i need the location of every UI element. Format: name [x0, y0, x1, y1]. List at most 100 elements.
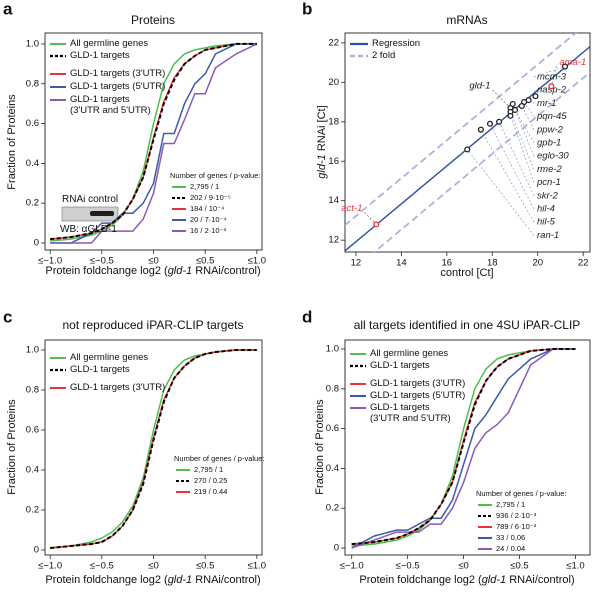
axis-label-part: Protein foldchange log2 ( — [45, 265, 168, 277]
y-tick-label: 0.8 — [26, 385, 39, 396]
panel-letter: b — [302, 0, 312, 18]
legend-label: GLD-1 targets (3'UTR and 5'UTR) — [370, 402, 451, 424]
stats-label: 184 / 10⁻⁴ — [190, 204, 225, 213]
legend-label: GLD-1 targets (5'UTR) — [70, 81, 166, 92]
y-tick-label: 1.0 — [326, 343, 339, 354]
inset-title: RNAi control — [62, 194, 119, 205]
blot-band — [90, 211, 114, 216]
stats-label: 16 / 2·10⁻³ — [190, 226, 227, 235]
legend-label: Regression — [372, 38, 421, 49]
x-tick-label: ≤−1.0 — [38, 256, 62, 267]
y-tick-label: 0 — [34, 238, 39, 249]
series-line — [351, 348, 576, 549]
point-label: ppw-2 — [536, 124, 564, 135]
series-line — [351, 348, 576, 549]
stats-label: 202 / 9·10⁻⁵ — [190, 193, 231, 202]
point — [477, 126, 484, 133]
series-line — [50, 43, 258, 244]
point-label: rme-2 — [537, 164, 563, 175]
axis-label-part: gld-1 — [316, 154, 328, 178]
point — [509, 100, 516, 108]
point — [548, 83, 555, 90]
x-tick-label: ≤0 — [458, 561, 469, 572]
stats-label: 2,795 / 1 — [190, 182, 220, 191]
leader-line — [533, 66, 566, 78]
stats-label: 33 / 0.06 — [496, 533, 526, 542]
stats-title: Number of genes / p-value: — [174, 454, 265, 463]
y-axis-label: Fraction of Proteins — [6, 94, 18, 190]
leader-line — [498, 121, 535, 196]
y-tick-label: 14 — [328, 195, 339, 206]
x-tick-label: ≤0.5 — [196, 256, 214, 267]
chart-title: all targets identified in one 4SU iPAR-C… — [354, 318, 581, 332]
leader-line — [364, 212, 377, 225]
point-label: mcm-3 — [537, 72, 567, 83]
axis-label-part: gld-1 — [168, 265, 192, 277]
point — [464, 146, 471, 153]
y-tick-label: 0.2 — [326, 503, 339, 514]
x-tick-label: ≤−1.0 — [340, 561, 364, 572]
axis-label-part: RNAi [Ct] — [316, 105, 328, 154]
y-tick-label: 0 — [334, 543, 339, 554]
point-label: act-1 — [341, 203, 362, 214]
y-tick-label: 1.0 — [26, 345, 39, 356]
stats-label: 936 / 2·10⁻³ — [496, 511, 537, 520]
series-line — [50, 349, 257, 549]
axis-label-part: gld-1 — [482, 574, 506, 586]
point — [561, 63, 569, 70]
leader-line — [489, 123, 535, 210]
x-tick-label: ≤0.5 — [510, 561, 528, 572]
leader-line — [512, 103, 535, 157]
y-tick-label: 20 — [328, 77, 339, 88]
leader-line — [466, 149, 535, 236]
x-tick-label: ≤0.5 — [196, 561, 214, 572]
leader-line — [492, 89, 511, 109]
y-axis-label: gld-1 RNAi [Ct] — [316, 105, 328, 178]
leader-line — [523, 101, 535, 117]
stats-label: 219 / 0.44 — [194, 487, 228, 496]
x-tick-label: 22 — [578, 258, 589, 269]
x-tick-label: 16 — [442, 258, 453, 269]
y-axis-label: Fraction of Proteins — [314, 399, 326, 495]
x-axis-label: control [Ct] — [440, 267, 493, 279]
x-tick-label: 20 — [532, 258, 543, 269]
x-tick-label: 18 — [487, 258, 498, 269]
legend-label: GLD-1 targets (3'UTR) — [70, 68, 166, 79]
legend-label: 2 fold — [372, 50, 396, 61]
chart-title: mRNAs — [446, 13, 487, 27]
y-tick-label: 22 — [328, 37, 339, 48]
series-line — [351, 348, 576, 546]
leader-line — [521, 105, 535, 130]
point-label: gpb-1 — [537, 138, 561, 149]
stats-label: 24 / 0.04 — [496, 544, 526, 553]
point — [496, 118, 503, 125]
point — [532, 93, 539, 100]
x-tick-label: ≤1.0 — [248, 256, 266, 267]
panel-letter: a — [3, 0, 13, 18]
axis-label-part: RNAi/control) — [506, 574, 574, 586]
stats-title: Number of genes / p-value: — [476, 489, 567, 498]
legend-label: GLD-1 targets (3'UTR) — [370, 378, 466, 389]
chart-title: Proteins — [131, 13, 175, 27]
x-tick-label: ≤0 — [148, 256, 159, 267]
y-tick-label: 0.4 — [26, 158, 39, 169]
leader-line — [480, 129, 535, 223]
panel-letter: d — [302, 307, 312, 326]
x-tick-label: ≤1.0 — [248, 561, 266, 572]
series-line — [50, 42, 257, 241]
axis-label-part: Protein foldchange log2 ( — [359, 574, 482, 586]
stats-title: Number of genes / p-value: — [170, 171, 261, 180]
point-label: mr-1 — [537, 98, 556, 109]
x-tick-label: ≤−0.5 — [396, 561, 420, 572]
stats-label: 270 / 0.25 — [194, 476, 228, 485]
legend-label: GLD-1 targets (3'UTR) — [70, 382, 166, 393]
point-label: pcn-1 — [536, 177, 561, 188]
point — [507, 112, 514, 119]
point-label: skr-2 — [537, 190, 559, 201]
point — [486, 120, 494, 127]
fold-line — [372, 71, 590, 252]
leader-line — [510, 111, 535, 170]
x-axis-label: Protein foldchange log2 (gld-1 RNAi/cont… — [45, 574, 260, 586]
x-tick-label: 14 — [396, 258, 407, 269]
